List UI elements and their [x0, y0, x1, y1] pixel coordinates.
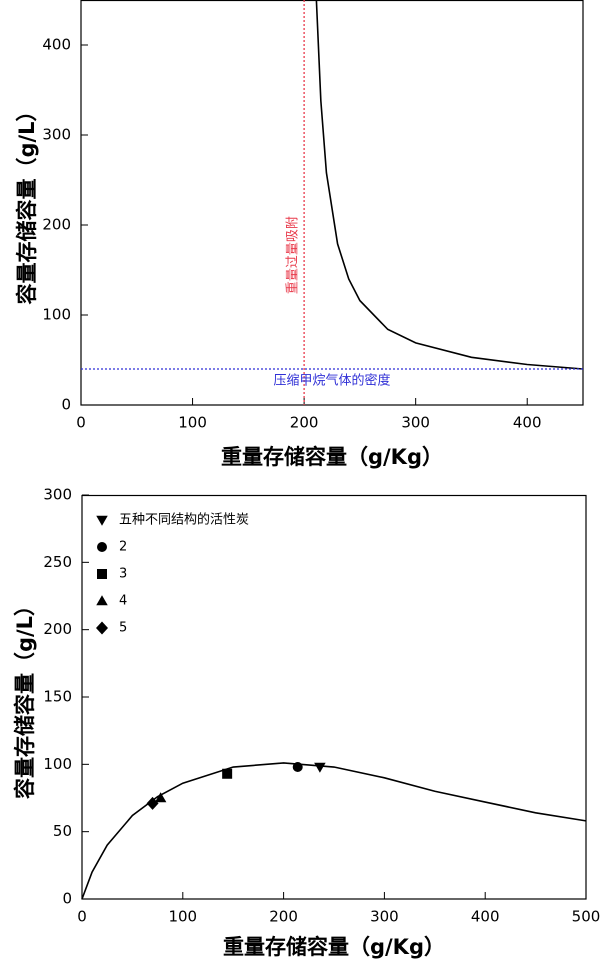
y-tick-label: 150 [43, 688, 72, 706]
y-tick-label: 400 [42, 36, 71, 54]
legend-label: 4 [119, 594, 127, 609]
plot-frame [81, 494, 587, 900]
legend-label: 3 [119, 567, 127, 582]
data-point [146, 796, 159, 810]
x-tick-label: 100 [168, 908, 197, 926]
reference-label: 压缩甲烷气体的密度 [273, 373, 390, 389]
x-tick-label: 0 [77, 908, 87, 926]
y-tick-label: 300 [43, 486, 72, 504]
legend-label: 5 [119, 621, 127, 636]
y-axis-title: 容量存储容量（g/L） [15, 100, 39, 304]
y-tick-label: 0 [61, 396, 71, 414]
reference-label: 重量过量吸附 [285, 216, 301, 294]
curve [315, 0, 584, 370]
y-tick-label: 100 [42, 306, 71, 324]
y-axis-title: 容量存储容量（g/L） [13, 595, 37, 799]
legend-marker [96, 515, 108, 526]
x-axis-title: 重量存储容量（g/Kg） [221, 445, 443, 469]
y-tick-label: 200 [43, 620, 72, 638]
legend-label: 2 [119, 540, 127, 555]
data-point [222, 768, 233, 779]
y-tick-label: 0 [62, 890, 72, 908]
data-point [154, 792, 167, 803]
data-point [292, 762, 303, 773]
x-tick-label: 300 [401, 414, 430, 432]
y-tick-label: 50 [53, 822, 72, 840]
legend-marker [96, 595, 108, 606]
legend-label: 五种不同结构的活性炭 [119, 512, 249, 528]
legend-marker [97, 569, 107, 579]
y-tick-label: 300 [42, 126, 71, 144]
fit-curve [81, 762, 587, 900]
x-tick-label: 300 [370, 908, 399, 926]
data-point [314, 762, 326, 773]
y-tick-label: 200 [42, 216, 71, 234]
x-axis-title: 重量存储容量（g/Kg） [223, 935, 445, 959]
x-tick-label: 400 [471, 908, 500, 926]
x-tick-label: 100 [178, 414, 207, 432]
x-tick-label: 200 [269, 908, 298, 926]
x-tick-label: 200 [290, 414, 319, 432]
legend-marker [97, 542, 107, 552]
y-tick-label: 100 [43, 755, 72, 773]
x-tick-label: 0 [76, 414, 86, 432]
legend-marker [96, 621, 108, 635]
x-tick-label: 400 [513, 414, 542, 432]
plot-frame [80, 0, 584, 406]
x-tick-label: 500 [572, 908, 600, 926]
y-tick-label: 250 [43, 553, 72, 571]
